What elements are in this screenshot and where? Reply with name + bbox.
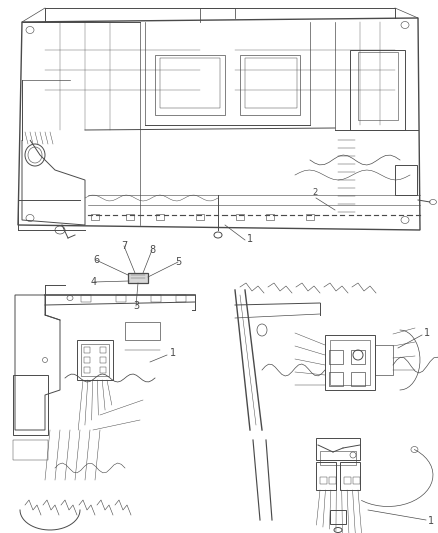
Text: 1: 1 xyxy=(170,348,176,358)
Bar xyxy=(240,55,299,115)
Bar xyxy=(159,58,219,108)
Bar xyxy=(84,367,90,373)
Text: 5: 5 xyxy=(174,257,181,267)
Bar xyxy=(349,50,404,130)
Bar xyxy=(328,477,335,484)
Bar xyxy=(84,357,90,363)
Text: 8: 8 xyxy=(148,245,155,255)
Text: 1: 1 xyxy=(427,516,433,526)
Bar xyxy=(328,350,342,364)
Bar xyxy=(155,214,164,220)
Bar xyxy=(352,477,359,484)
Bar xyxy=(329,340,369,385)
Text: 1: 1 xyxy=(247,234,253,244)
Bar xyxy=(350,372,364,386)
Bar xyxy=(176,295,186,302)
Text: 4: 4 xyxy=(91,277,97,287)
Bar xyxy=(125,322,159,340)
Bar xyxy=(315,438,359,460)
Bar xyxy=(100,347,106,353)
Bar xyxy=(328,372,342,386)
Bar xyxy=(305,214,313,220)
Bar xyxy=(195,214,204,220)
Text: 1: 1 xyxy=(423,328,429,338)
Bar xyxy=(357,52,397,120)
Bar xyxy=(116,295,126,302)
Bar xyxy=(84,347,90,353)
Bar xyxy=(394,165,416,195)
Bar xyxy=(265,214,273,220)
Bar xyxy=(339,462,359,490)
Bar xyxy=(155,55,225,115)
Bar xyxy=(128,273,148,283)
Bar xyxy=(13,440,48,460)
Bar xyxy=(315,462,335,490)
Bar xyxy=(81,344,109,376)
Text: 7: 7 xyxy=(120,241,127,251)
Bar xyxy=(319,451,355,465)
Text: 3: 3 xyxy=(133,301,139,311)
Bar xyxy=(374,345,392,375)
Bar xyxy=(343,477,350,484)
Bar xyxy=(324,335,374,390)
Bar xyxy=(151,295,161,302)
Bar xyxy=(244,58,297,108)
Bar xyxy=(126,214,134,220)
Bar xyxy=(77,340,113,380)
Bar xyxy=(91,214,99,220)
Bar xyxy=(319,477,326,484)
Text: 6: 6 xyxy=(93,255,99,265)
Text: 2: 2 xyxy=(312,188,317,197)
Bar xyxy=(350,350,364,364)
Bar xyxy=(329,510,345,524)
Bar xyxy=(100,367,106,373)
Bar xyxy=(13,375,48,435)
Bar xyxy=(81,295,91,302)
Bar xyxy=(236,214,244,220)
Bar xyxy=(100,357,106,363)
